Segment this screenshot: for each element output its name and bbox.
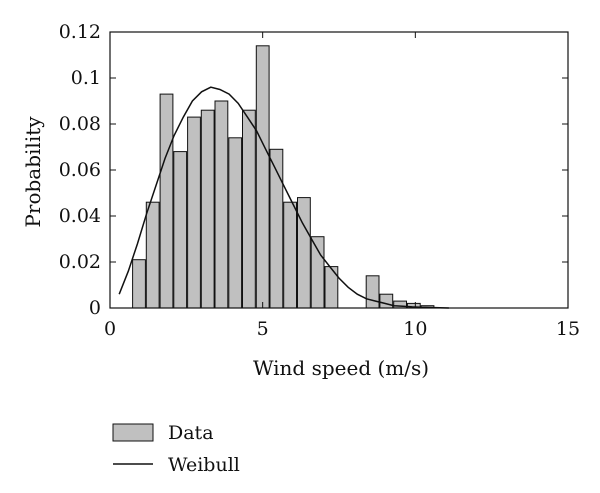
y-tick-label: 0.04	[59, 205, 101, 227]
histogram-bar	[173, 151, 188, 309]
legend: Data Weibull	[112, 422, 240, 476]
histogram-bar	[242, 109, 256, 309]
y-axis-label: Probability	[21, 116, 45, 228]
x-tick-label: 10	[403, 318, 427, 340]
y-tick-label: 0.02	[59, 251, 101, 273]
legend-label-weibull: Weibull	[168, 454, 240, 476]
histogram-bar	[214, 100, 229, 309]
histogram-bar	[297, 197, 311, 309]
plot-area	[118, 45, 449, 309]
y-tick-label: 0.1	[71, 67, 101, 89]
histogram-bar	[379, 293, 394, 309]
legend-label-data: Data	[168, 422, 214, 444]
axes: 0 5 10 15 0 0.02 0.04 0.06 0.08 0.1 0.12	[59, 21, 580, 340]
y-tick-label: 0.06	[59, 159, 101, 181]
histogram-bar	[269, 148, 284, 309]
y-tick-label: 0.12	[59, 21, 101, 43]
y-tick-label: 0.08	[59, 113, 101, 135]
x-tick-label: 0	[104, 318, 116, 340]
histogram-bar	[255, 45, 270, 309]
x-tick-label: 15	[556, 318, 580, 340]
x-tick-label: 5	[257, 318, 269, 340]
x-axis-label: Wind speed (m/s)	[253, 356, 429, 380]
histogram-bar	[283, 201, 298, 309]
histogram-bar	[310, 236, 325, 309]
histogram-bar	[132, 259, 146, 309]
histogram-bar	[324, 266, 339, 309]
histogram-bar	[145, 201, 160, 309]
histogram-bar	[200, 109, 215, 309]
weibull-fit-line	[118, 86, 449, 309]
histogram-bar	[365, 275, 380, 309]
histogram-bar	[187, 116, 201, 309]
y-tick-label: 0	[89, 297, 101, 319]
histogram-bar	[159, 93, 174, 309]
histogram-bar	[228, 137, 243, 309]
legend-bar-swatch	[112, 423, 154, 442]
